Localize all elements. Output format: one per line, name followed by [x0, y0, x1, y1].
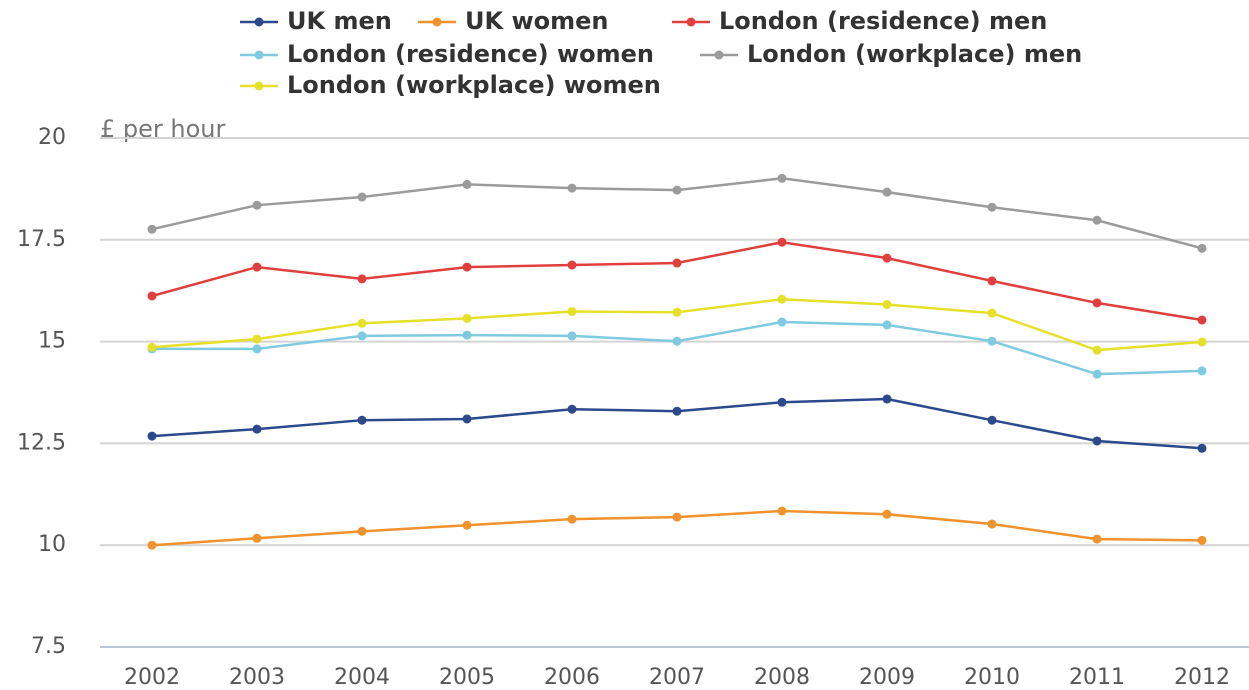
x-tick-label: 2010 [964, 665, 1020, 690]
data-point [1092, 369, 1102, 379]
data-point [357, 415, 367, 425]
series-line [151, 397, 1203, 450]
y-tick-label: 20 [38, 125, 66, 150]
y-tick-label: 17.5 [17, 227, 66, 252]
legend-marker [686, 17, 696, 27]
legend-label: London (workplace) men [747, 40, 1082, 68]
data-point [672, 512, 682, 522]
x-tick-label: 2002 [124, 665, 180, 690]
legend-marker [254, 17, 264, 27]
data-point [987, 336, 997, 346]
data-point [987, 276, 997, 286]
data-point [1092, 298, 1102, 308]
data-point [987, 202, 997, 212]
data-point [252, 200, 262, 210]
data-point [252, 334, 262, 344]
x-tick-label: 2005 [439, 665, 495, 690]
legend-marker [714, 50, 724, 60]
x-tick-label: 2012 [1174, 665, 1230, 690]
data-point [567, 514, 577, 524]
data-point [1092, 345, 1102, 355]
data-point [567, 183, 577, 193]
data-point [1092, 215, 1102, 225]
y-tick-label: 7.5 [31, 634, 66, 659]
data-point [1092, 534, 1102, 544]
data-point [462, 179, 472, 189]
data-point [147, 291, 157, 301]
legend-label: UK men [287, 7, 392, 35]
data-point [1092, 436, 1102, 446]
data-point [1197, 443, 1207, 453]
data-point [567, 306, 577, 316]
data-point [777, 317, 787, 327]
data-point [147, 540, 157, 550]
data-point [882, 394, 892, 404]
data-point [147, 431, 157, 441]
data-point [462, 330, 472, 340]
data-point [252, 424, 262, 434]
data-point [777, 397, 787, 407]
data-point [672, 307, 682, 317]
data-point [987, 308, 997, 318]
data-point [567, 331, 577, 341]
legend-marker [432, 17, 442, 27]
x-tick-label: 2003 [229, 665, 285, 690]
series-line [152, 320, 1203, 376]
y-tick-label: 15 [38, 329, 66, 354]
data-point [882, 187, 892, 197]
legend-label: London (workplace) women [287, 71, 661, 99]
legend-label: UK women [465, 7, 608, 35]
data-point [252, 533, 262, 543]
data-point [777, 237, 787, 247]
x-tick-label: 2011 [1069, 665, 1125, 690]
data-point [1197, 243, 1207, 253]
data-point [1197, 315, 1207, 325]
x-tick-label: 2006 [544, 665, 600, 690]
x-tick-label: 2008 [754, 665, 810, 690]
data-point [1197, 337, 1207, 347]
data-point [672, 336, 682, 346]
data-point [147, 342, 157, 352]
data-point [987, 415, 997, 425]
legend-label: London (residence) women [287, 40, 654, 68]
data-point [987, 519, 997, 529]
legend-label: London (residence) men [719, 7, 1047, 35]
data-point [567, 404, 577, 414]
data-point [882, 253, 892, 263]
data-point [1197, 535, 1207, 545]
data-point [357, 526, 367, 536]
data-point [777, 173, 787, 183]
data-point [462, 262, 472, 272]
x-tick-label: 2009 [859, 665, 915, 690]
data-point [882, 509, 892, 519]
y-tick-label: 10 [38, 532, 66, 557]
y-tick-label: 12.5 [17, 430, 66, 455]
data-point [672, 185, 682, 195]
data-point [567, 260, 577, 270]
data-point [777, 506, 787, 516]
data-point [672, 406, 682, 416]
data-point [357, 192, 367, 202]
data-point [147, 224, 157, 234]
legend-marker [254, 81, 264, 91]
data-point [357, 318, 367, 328]
data-point [357, 274, 367, 284]
x-tick-label: 2007 [649, 665, 705, 690]
data-point [777, 294, 787, 304]
data-point [882, 300, 892, 310]
data-point [462, 520, 472, 530]
data-point [357, 331, 367, 341]
data-point [1197, 366, 1207, 376]
x-tick-label: 2004 [334, 665, 390, 690]
data-point [252, 262, 262, 272]
data-point [252, 344, 262, 354]
data-point [882, 320, 892, 330]
data-point [672, 258, 682, 268]
legend-marker [254, 50, 264, 60]
data-point [462, 313, 472, 323]
data-point [462, 414, 472, 424]
